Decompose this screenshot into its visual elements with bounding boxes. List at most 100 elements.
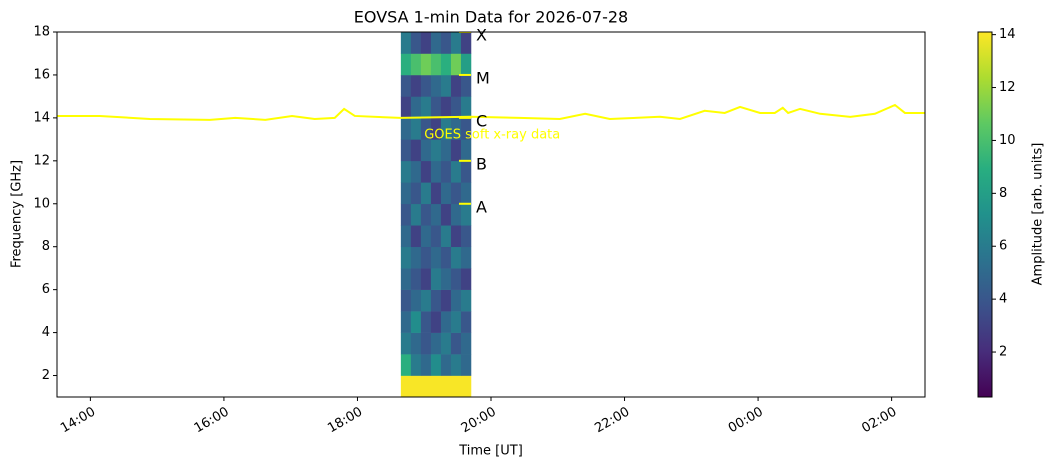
heatmap-cell — [450, 332, 462, 355]
heatmap-cell — [460, 96, 472, 119]
heatmap-cell — [430, 74, 442, 97]
goes-class-label: X — [476, 26, 487, 45]
heatmap-cell — [450, 354, 462, 376]
heatmap-cell — [400, 246, 412, 269]
heatmap-cell — [460, 354, 472, 376]
plot-frame — [56, 31, 926, 398]
heatmap-cell — [450, 268, 462, 290]
heatmap-cell — [450, 289, 462, 312]
goes-line — [57, 103, 925, 121]
heatmap-cell — [450, 375, 462, 397]
colorbar — [977, 31, 993, 398]
heatmap-cell — [450, 96, 462, 119]
heatmap-cell — [440, 311, 452, 333]
colorbar-label: Amplitude [arb. units] — [1031, 143, 1046, 286]
y-tick-label: 18 — [33, 25, 50, 40]
heatmap-cell — [400, 203, 412, 226]
heatmap-cell — [420, 203, 432, 226]
y-tick-label: 16 — [33, 67, 50, 82]
heatmap-cell — [420, 289, 432, 312]
heatmap-cell — [460, 289, 472, 312]
heatmap-cell — [440, 96, 452, 119]
x-tick-label: 00:00 — [726, 405, 766, 437]
heatmap-cell — [400, 74, 412, 97]
y-tick-label: 12 — [33, 153, 50, 168]
x-axis-label: Time [UT] — [458, 444, 523, 459]
heatmap-cell — [430, 311, 442, 333]
y-tick-label: 8 — [42, 239, 50, 254]
goes-class-label: B — [476, 154, 487, 173]
heatmap-cell — [430, 160, 442, 183]
heatmap-cell — [430, 332, 442, 355]
colorbar-tick-label: 6 — [999, 239, 1007, 254]
heatmap-cell — [400, 117, 412, 140]
heatmap-cell — [410, 289, 422, 312]
heatmap-cell — [410, 268, 422, 290]
heatmap-cell — [460, 225, 472, 248]
heatmap-cell — [410, 96, 422, 119]
heatmap-cell — [450, 139, 462, 162]
heatmap-cell — [440, 74, 452, 97]
heatmap-cell — [440, 160, 452, 183]
y-axis-label: Frequency [GHz] — [10, 160, 25, 268]
heatmap-cell — [430, 246, 442, 269]
heatmap-cell — [420, 32, 432, 54]
heatmap-cell — [400, 332, 412, 355]
y-tick-label: 4 — [42, 325, 50, 340]
heatmap-cell — [440, 203, 452, 226]
heatmap-cell — [460, 311, 472, 333]
heatmap-cell — [460, 160, 472, 183]
heatmap-cell — [410, 32, 422, 54]
heatmap-cell — [420, 74, 432, 97]
heatmap-cell — [450, 117, 462, 140]
heatmap-cell — [440, 139, 452, 162]
heatmap-cell — [450, 182, 462, 205]
y-tick-label: 6 — [42, 282, 50, 297]
heatmap-cell — [440, 117, 452, 140]
goes-class-label: A — [476, 197, 487, 216]
heatmap-cell — [430, 268, 442, 290]
heatmap-cell — [400, 354, 412, 376]
heatmap-cell — [460, 53, 472, 76]
heatmap-cell — [440, 289, 452, 312]
heatmap-cell — [410, 117, 422, 140]
colorbar-tick-label: 4 — [999, 292, 1007, 307]
x-tick-label: 20:00 — [459, 405, 499, 437]
heatmap-cell — [400, 182, 412, 205]
heatmap-cell — [440, 246, 452, 269]
heatmap-cell — [430, 139, 442, 162]
heatmap-cell — [410, 203, 422, 226]
heatmap-cell — [450, 32, 462, 54]
heatmap-cell — [420, 375, 432, 397]
heatmap-cell — [400, 96, 412, 119]
x-tick-label: 22:00 — [592, 405, 632, 437]
heatmap-cell — [440, 32, 452, 54]
heatmap-cell — [440, 268, 452, 290]
heatmap-cell — [410, 160, 422, 183]
x-tick-label: 16:00 — [192, 405, 232, 437]
heatmap-cell — [410, 332, 422, 355]
heatmap-cell — [460, 246, 472, 269]
chart-title: EOVSA 1-min Data for 2026-07-28 — [354, 8, 628, 27]
heatmap-cell — [460, 203, 472, 226]
heatmap-cell — [440, 375, 452, 397]
colorbar-tick-label: 12 — [999, 80, 1016, 95]
heatmap-cell — [430, 354, 442, 376]
heatmap-cell — [440, 332, 452, 355]
heatmap-cell — [420, 311, 432, 333]
heatmap-cell — [430, 289, 442, 312]
heatmap-cell — [420, 96, 432, 119]
y-tick-label: 2 — [42, 368, 50, 383]
x-tick-label: 18:00 — [325, 405, 365, 437]
heatmap-cell — [440, 53, 452, 76]
heatmap-cell — [420, 160, 432, 183]
heatmap-cell — [400, 139, 412, 162]
heatmap-cell — [410, 182, 422, 205]
heatmap-cell — [450, 74, 462, 97]
heatmap-cell — [420, 354, 432, 376]
colorbar-tick-label: 10 — [999, 133, 1016, 148]
heatmap-cell — [400, 268, 412, 290]
colorbar-tick-label: 2 — [999, 345, 1007, 360]
heatmap-cell — [400, 375, 412, 397]
